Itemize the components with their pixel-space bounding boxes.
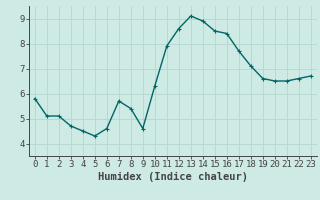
X-axis label: Humidex (Indice chaleur): Humidex (Indice chaleur) bbox=[98, 172, 248, 182]
